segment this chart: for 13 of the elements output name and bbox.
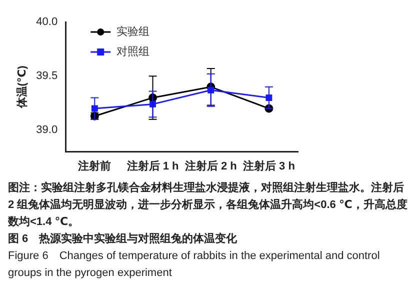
legend-label: 对照组 (116, 45, 150, 58)
x-tick-label: 注射后 3 h (242, 159, 296, 172)
y-tick-label: 39.5 (36, 70, 58, 82)
y-tick-label: 40.0 (36, 16, 58, 28)
y-tick-label: 39.0 (36, 124, 58, 136)
caption: 图 6 热源实验中实验组与对照组兔的体温变化 (8, 232, 238, 247)
x-tick-label: 注射前 (77, 159, 112, 172)
legend-label: 实验组 (116, 25, 150, 38)
caption: Figure 6 Changes of temperature of rabbits in the experimental and control groups in the pyrogen experiment (8, 249, 381, 281)
y-axis-title: 体温(℃) (16, 65, 29, 110)
x-tick-label: 注射后 1 h (126, 159, 180, 172)
text: 图注：实验组注射多孔镁合金材料生理盐水浸提液，对照组注射生理盐水。注射后 2 组兔体温均无明显波动，进一步分析显示，各组兔体温升高均<0.6 ℃，升高总度数均<1.4 ℃。 (8, 180, 408, 230)
x-tick-label: 注射后 2 h (184, 159, 238, 172)
